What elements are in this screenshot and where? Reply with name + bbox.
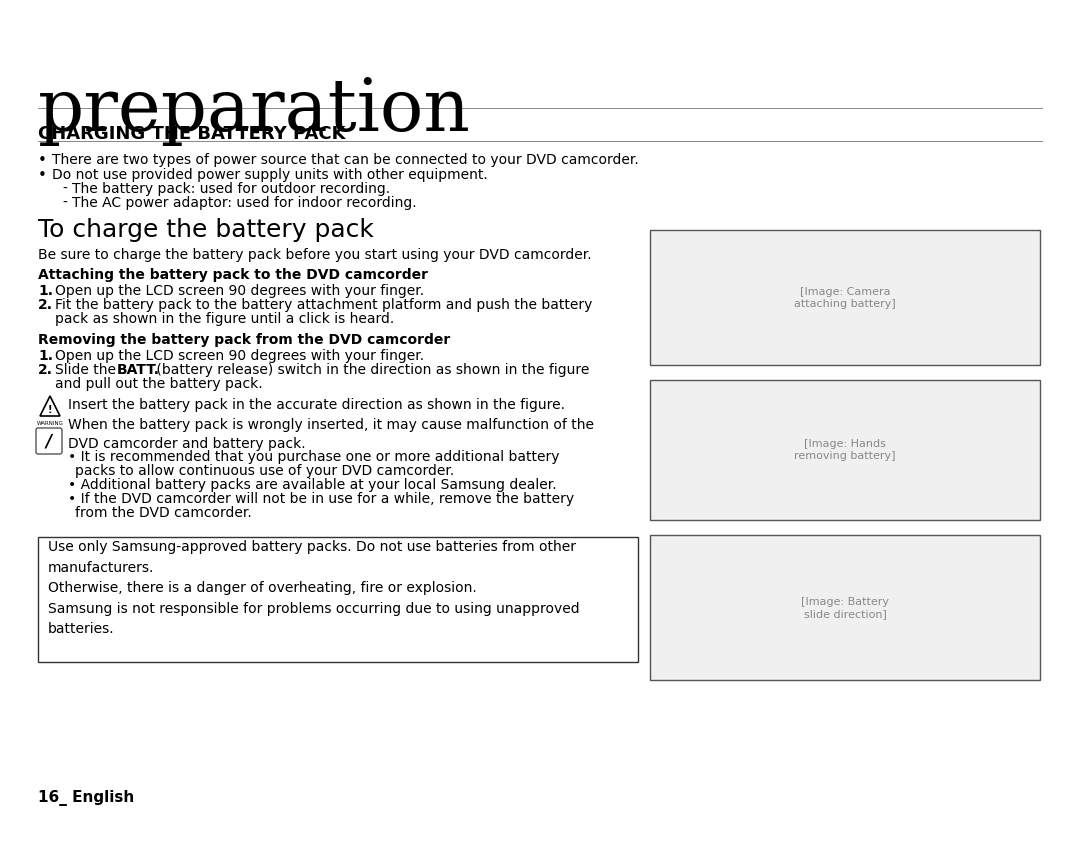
Text: There are two types of power source that can be connected to your DVD camcorder.: There are two types of power source that… bbox=[52, 153, 638, 167]
Text: • It is recommended that you purchase one or more additional battery: • It is recommended that you purchase on… bbox=[68, 450, 559, 464]
Text: Removing the battery pack from the DVD camcorder: Removing the battery pack from the DVD c… bbox=[38, 333, 450, 347]
Text: [Image: Hands
removing battery]: [Image: Hands removing battery] bbox=[794, 439, 895, 461]
Text: !: ! bbox=[48, 405, 52, 415]
Text: To charge the battery pack: To charge the battery pack bbox=[38, 218, 374, 242]
Text: Open up the LCD screen 90 degrees with your finger.: Open up the LCD screen 90 degrees with y… bbox=[55, 349, 424, 363]
Text: [Image: Battery
slide direction]: [Image: Battery slide direction] bbox=[801, 597, 889, 618]
Text: •: • bbox=[38, 153, 46, 168]
Text: from the DVD camcorder.: from the DVD camcorder. bbox=[75, 506, 252, 520]
Text: -: - bbox=[62, 196, 67, 210]
Text: Do not use provided power supply units with other equipment.: Do not use provided power supply units w… bbox=[52, 168, 488, 182]
Text: 2.: 2. bbox=[38, 363, 53, 377]
Text: Insert the battery pack in the accurate direction as shown in the figure.
When t: Insert the battery pack in the accurate … bbox=[68, 398, 594, 451]
Text: 2.: 2. bbox=[38, 298, 53, 312]
Text: CHARGING THE BATTERY PACK: CHARGING THE BATTERY PACK bbox=[38, 125, 346, 143]
Text: 1.: 1. bbox=[38, 349, 53, 363]
Text: •: • bbox=[38, 168, 46, 183]
Text: The AC power adaptor: used for indoor recording.: The AC power adaptor: used for indoor re… bbox=[72, 196, 417, 210]
Text: BATT.: BATT. bbox=[117, 363, 160, 377]
FancyBboxPatch shape bbox=[650, 230, 1040, 365]
Text: [Image: Camera
attaching battery]: [Image: Camera attaching battery] bbox=[794, 287, 896, 309]
Text: Use only Samsung-approved battery packs. Do not use batteries from other
manufac: Use only Samsung-approved battery packs.… bbox=[48, 540, 580, 636]
Text: 16_ English: 16_ English bbox=[38, 790, 134, 806]
Text: (battery release) switch in the direction as shown in the figure: (battery release) switch in the directio… bbox=[152, 363, 590, 377]
FancyBboxPatch shape bbox=[38, 537, 638, 662]
Text: • Additional battery packs are available at your local Samsung dealer.: • Additional battery packs are available… bbox=[68, 478, 556, 492]
FancyBboxPatch shape bbox=[650, 535, 1040, 680]
Text: Slide the: Slide the bbox=[55, 363, 120, 377]
FancyBboxPatch shape bbox=[36, 428, 62, 454]
Text: The battery pack: used for outdoor recording.: The battery pack: used for outdoor recor… bbox=[72, 182, 390, 196]
Text: and pull out the battery pack.: and pull out the battery pack. bbox=[55, 377, 262, 391]
Text: 1.: 1. bbox=[38, 284, 53, 298]
Text: -: - bbox=[62, 182, 67, 196]
FancyBboxPatch shape bbox=[650, 380, 1040, 520]
Text: Open up the LCD screen 90 degrees with your finger.: Open up the LCD screen 90 degrees with y… bbox=[55, 284, 424, 298]
Text: WARNING: WARNING bbox=[37, 421, 64, 426]
Text: Attaching the battery pack to the DVD camcorder: Attaching the battery pack to the DVD ca… bbox=[38, 268, 428, 282]
Text: preparation: preparation bbox=[38, 75, 471, 146]
Text: pack as shown in the figure until a click is heard.: pack as shown in the figure until a clic… bbox=[55, 312, 394, 326]
Text: /: / bbox=[46, 432, 52, 450]
Text: packs to allow continuous use of your DVD camcorder.: packs to allow continuous use of your DV… bbox=[75, 464, 455, 478]
Text: Be sure to charge the battery pack before you start using your DVD camcorder.: Be sure to charge the battery pack befor… bbox=[38, 248, 592, 262]
Text: Fit the battery pack to the battery attachment platform and push the battery: Fit the battery pack to the battery atta… bbox=[55, 298, 592, 312]
Text: • If the DVD camcorder will not be in use for a while, remove the battery: • If the DVD camcorder will not be in us… bbox=[68, 492, 575, 506]
